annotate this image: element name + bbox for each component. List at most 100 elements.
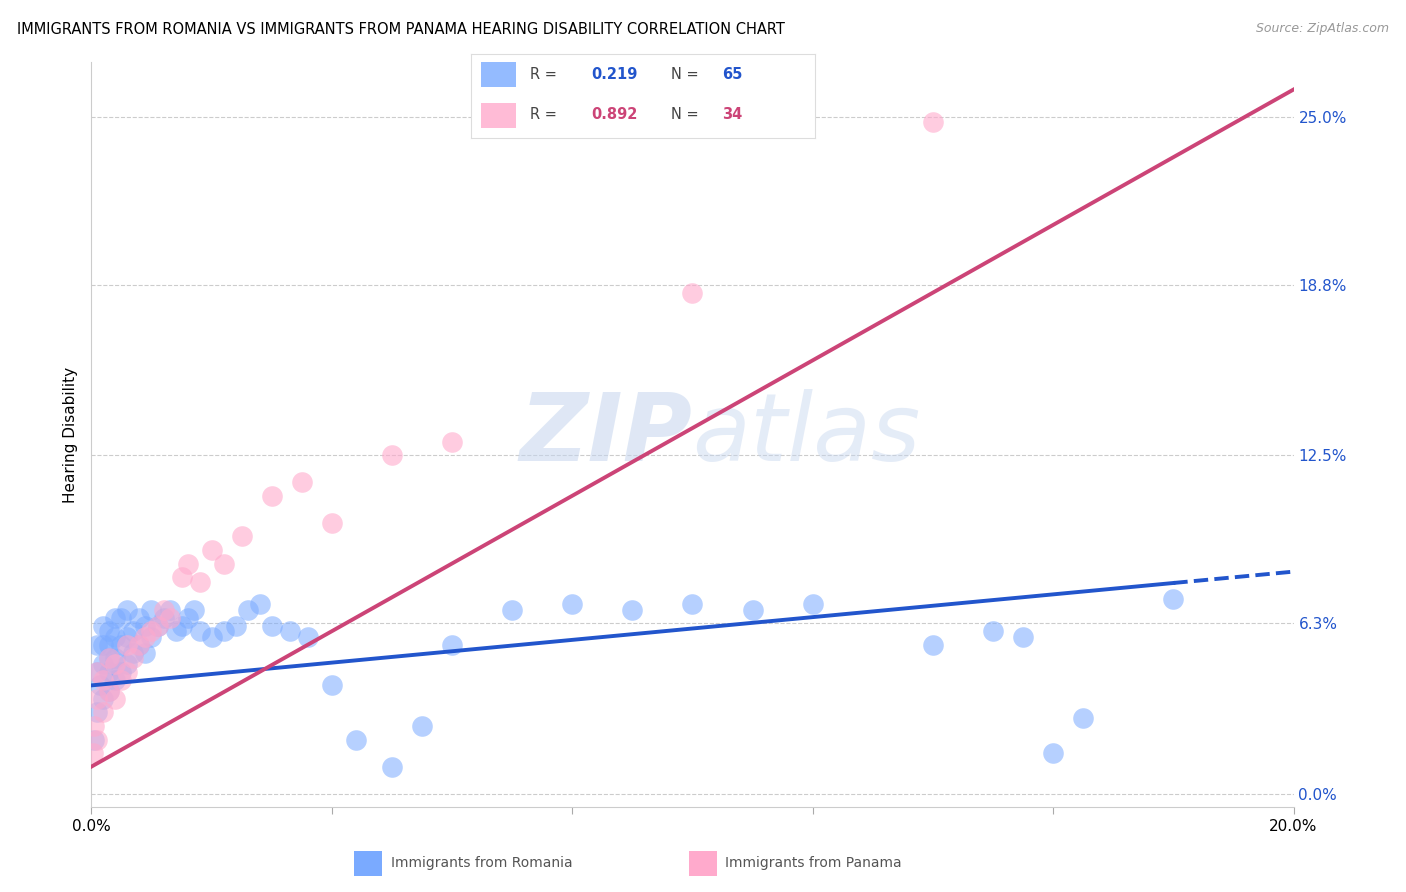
Point (922, 115, 945, 129)
Point (98, 638, 121, 652)
Y-axis label: Hearing Disability: Hearing Disability (63, 367, 79, 503)
Point (141, 624, 163, 639)
Point (1071, 711, 1094, 725)
Point (93, 638, 115, 652)
Text: Source: ZipAtlas.com: Source: ZipAtlas.com (1256, 22, 1389, 36)
Point (212, 557, 235, 571)
Point (176, 557, 198, 571)
Point (134, 619, 156, 633)
Point (104, 610, 127, 624)
Point (89, 678, 111, 692)
Point (93, 692, 115, 706)
Point (98, 683, 121, 698)
Point (86, 732, 108, 747)
Point (117, 630, 139, 644)
Text: Immigrants from Panama: Immigrants from Panama (725, 856, 903, 871)
Point (152, 602, 174, 616)
Point (165, 624, 187, 639)
Point (681, 285, 703, 300)
Point (741, 602, 763, 616)
Text: Immigrants from Romania: Immigrants from Romania (391, 856, 572, 871)
Point (82, 746, 104, 760)
Point (122, 624, 145, 639)
Point (381, 448, 404, 462)
Point (321, 678, 343, 692)
Bar (481, 62, 516, 87)
Point (146, 619, 169, 633)
Point (93, 619, 115, 633)
Text: IMMIGRANTS FROM ROMANIA VS IMMIGRANTS FROM PANAMA HEARING DISABILITY CORRELATION: IMMIGRANTS FROM ROMANIA VS IMMIGRANTS FR… (17, 22, 785, 37)
Point (176, 610, 198, 624)
Point (98, 651, 121, 665)
Point (104, 630, 127, 644)
Point (981, 624, 1004, 639)
Point (501, 602, 523, 616)
Text: 0.219: 0.219 (592, 67, 638, 82)
Point (128, 610, 150, 624)
Point (170, 570, 193, 584)
Point (93, 673, 115, 687)
Point (110, 665, 132, 679)
Text: 0.892: 0.892 (592, 107, 638, 122)
Point (170, 619, 193, 633)
Point (122, 646, 145, 660)
Point (117, 665, 139, 679)
Point (561, 597, 583, 611)
Point (291, 475, 314, 490)
Text: 65: 65 (723, 67, 742, 82)
Point (188, 575, 211, 590)
Point (260, 489, 283, 503)
Point (110, 638, 132, 652)
Text: atlas: atlas (692, 389, 921, 481)
Point (128, 638, 150, 652)
Point (411, 719, 433, 733)
Point (621, 602, 644, 616)
Text: R =: R = (530, 107, 561, 122)
Point (321, 516, 343, 530)
Point (86, 638, 108, 652)
Point (110, 673, 132, 687)
Point (98, 683, 121, 698)
Bar (481, 103, 516, 128)
Point (440, 434, 463, 449)
Point (141, 630, 163, 644)
Point (801, 597, 824, 611)
Point (260, 619, 283, 633)
Point (83, 732, 105, 747)
Point (117, 657, 139, 671)
Point (249, 597, 271, 611)
Point (134, 630, 156, 644)
Point (236, 602, 259, 616)
Text: ZIP: ZIP (520, 389, 692, 481)
Point (86, 665, 108, 679)
Point (104, 692, 127, 706)
Point (344, 732, 367, 747)
Text: N =: N = (671, 67, 703, 82)
Point (117, 602, 139, 616)
Point (297, 630, 319, 644)
Point (110, 610, 132, 624)
Point (86, 692, 108, 706)
Point (381, 759, 404, 773)
Text: R =: R = (530, 67, 561, 82)
Point (201, 630, 224, 644)
Point (104, 673, 127, 687)
Point (152, 610, 174, 624)
Text: N =: N = (671, 107, 703, 122)
Point (681, 597, 703, 611)
Point (98, 624, 121, 639)
Point (86, 706, 108, 720)
Point (98, 665, 121, 679)
Point (141, 602, 163, 616)
Point (159, 602, 181, 616)
Point (128, 638, 150, 652)
Point (201, 543, 224, 558)
Point (278, 624, 301, 639)
Point (440, 638, 463, 652)
Point (104, 657, 127, 671)
Point (1012, 630, 1035, 644)
Point (98, 651, 121, 665)
Point (212, 624, 235, 639)
Text: 34: 34 (723, 107, 742, 122)
Point (922, 638, 945, 652)
